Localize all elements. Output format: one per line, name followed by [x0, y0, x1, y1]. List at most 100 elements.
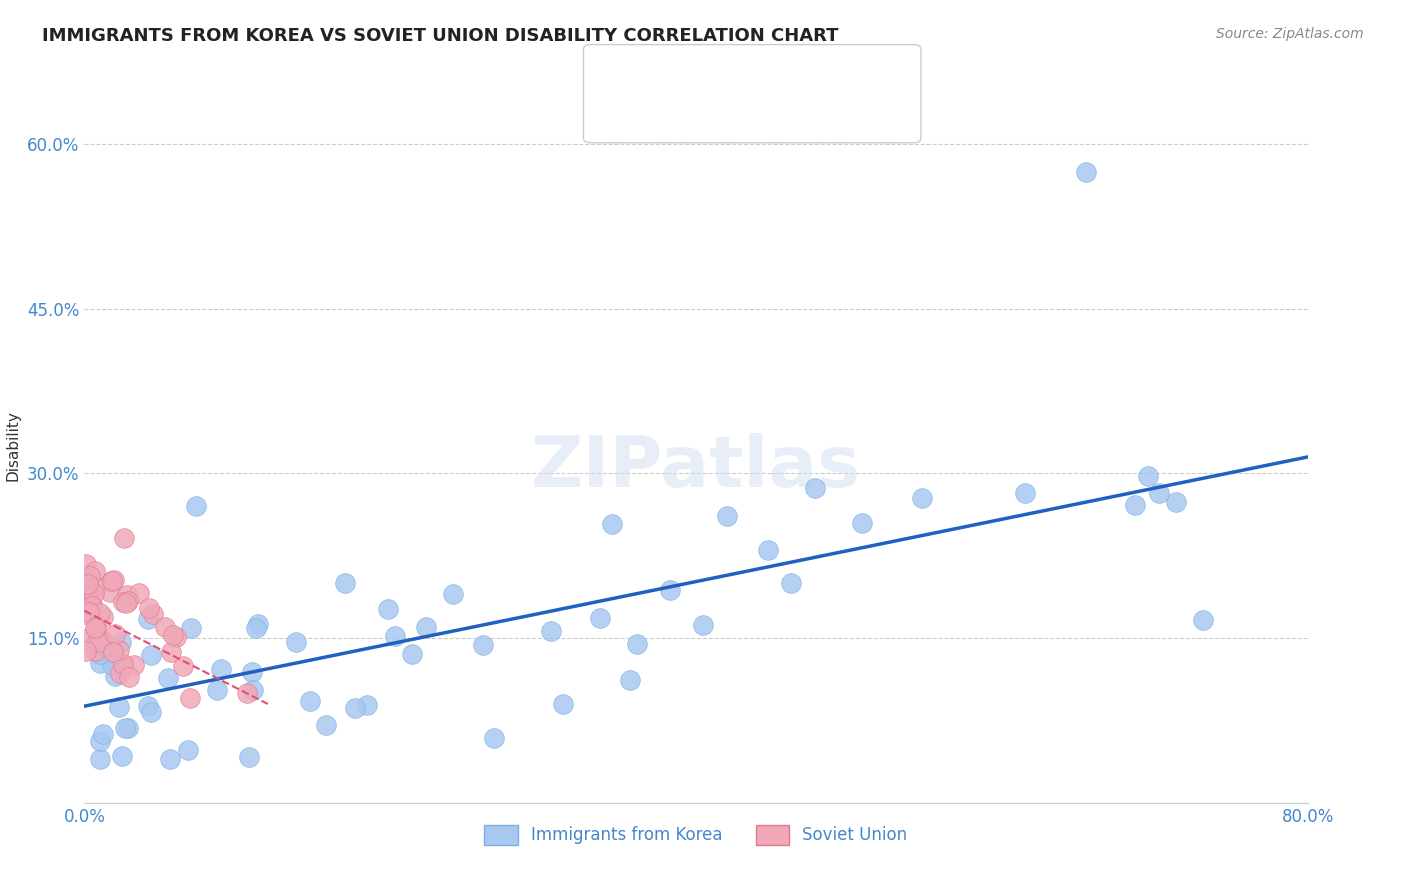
Point: [136, 698, 159, 713]
Point: [344, 701, 367, 715]
Point: [540, 624, 562, 639]
Point: [804, 481, 827, 495]
Point: [1164, 494, 1187, 508]
Point: [235, 685, 257, 699]
Point: [83, 580, 105, 594]
Point: [162, 628, 184, 642]
Point: [177, 742, 200, 756]
Point: [84, 620, 107, 634]
Point: [77, 605, 100, 619]
Point: [377, 602, 399, 616]
Point: [415, 620, 437, 634]
Point: [1149, 485, 1171, 500]
Point: [75, 632, 97, 646]
Point: [115, 588, 138, 602]
Point: [482, 731, 505, 745]
Point: [89, 734, 111, 748]
Point: [75, 644, 97, 658]
Point: [98, 585, 121, 599]
Point: [91, 727, 114, 741]
Point: [112, 531, 135, 545]
Point: [89, 648, 111, 662]
Point: [472, 638, 495, 652]
Point: [441, 587, 464, 601]
Point: [619, 673, 641, 687]
Point: [165, 630, 187, 644]
Point: [184, 499, 207, 513]
Text: R = -0.345   N = 48: R = -0.345 N = 48: [651, 103, 801, 117]
Point: [80, 599, 103, 614]
Point: [103, 645, 125, 659]
Text: R =  0.493   N = 63: R = 0.493 N = 63: [651, 64, 800, 78]
Y-axis label: Disability: Disability: [6, 410, 20, 482]
Point: [101, 574, 124, 588]
Point: [89, 606, 111, 620]
Point: [138, 601, 160, 615]
Point: [136, 612, 159, 626]
Point: [122, 658, 145, 673]
Point: [90, 632, 112, 647]
Point: [100, 574, 122, 589]
Point: [159, 752, 181, 766]
Point: [84, 644, 107, 658]
Point: [1123, 498, 1146, 512]
Point: [89, 635, 111, 649]
Point: [692, 618, 714, 632]
Point: [101, 658, 124, 673]
Text: IMMIGRANTS FROM KOREA VS SOVIET UNION DISABILITY CORRELATION CHART: IMMIGRANTS FROM KOREA VS SOVIET UNION DI…: [42, 27, 839, 45]
Point: [118, 670, 141, 684]
Point: [179, 690, 201, 705]
Point: [86, 634, 108, 648]
Point: [153, 620, 176, 634]
Point: [384, 629, 406, 643]
Point: [75, 557, 97, 571]
Point: [77, 577, 100, 591]
Point: [103, 574, 125, 588]
Point: [117, 721, 139, 735]
Point: [910, 491, 932, 505]
Point: [247, 617, 270, 632]
Point: [716, 509, 738, 524]
Point: [1014, 486, 1036, 500]
Text: ZIPatlas: ZIPatlas: [531, 433, 860, 502]
Point: [107, 699, 129, 714]
Point: [335, 576, 357, 591]
Point: [172, 659, 194, 673]
Point: [114, 721, 136, 735]
Point: [79, 594, 101, 608]
Point: [157, 672, 180, 686]
Point: [114, 596, 136, 610]
Point: [107, 643, 129, 657]
Point: [589, 611, 612, 625]
Point: [240, 665, 263, 679]
Point: [79, 569, 101, 583]
Point: [111, 595, 134, 609]
Point: [104, 652, 127, 666]
Point: [77, 586, 100, 600]
Point: [104, 627, 127, 641]
Point: [245, 621, 267, 635]
Point: [180, 622, 202, 636]
Point: [128, 586, 150, 600]
Point: [83, 564, 105, 578]
Point: [315, 718, 337, 732]
Point: [238, 750, 260, 764]
Point: [551, 697, 574, 711]
Point: [110, 749, 132, 764]
Point: [110, 635, 132, 649]
Point: [91, 610, 114, 624]
Point: [356, 698, 378, 712]
Point: [160, 645, 183, 659]
Point: [142, 607, 165, 621]
Point: [779, 576, 801, 591]
Point: [139, 648, 162, 662]
Point: [117, 594, 139, 608]
Point: [299, 693, 322, 707]
Point: [83, 586, 105, 600]
Point: [626, 637, 648, 651]
Point: [110, 666, 132, 681]
Point: [205, 682, 228, 697]
Point: [209, 662, 232, 676]
Point: [242, 683, 264, 698]
Point: [111, 657, 134, 672]
